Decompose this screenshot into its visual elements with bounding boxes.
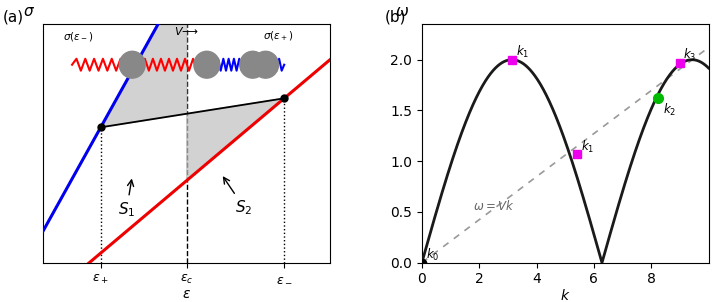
Text: $\omega = Vk$: $\omega = Vk$	[474, 199, 515, 213]
Text: $S_2$: $S_2$	[223, 177, 253, 217]
Ellipse shape	[252, 51, 278, 78]
Text: $\sigma(\varepsilon_-)$: $\sigma(\varepsilon_-)$	[62, 30, 93, 43]
Y-axis label: $\omega$: $\omega$	[395, 5, 408, 19]
Text: (b): (b)	[385, 10, 406, 25]
Text: $k_2$: $k_2$	[663, 101, 676, 117]
Ellipse shape	[119, 51, 145, 78]
X-axis label: $\varepsilon$: $\varepsilon$	[182, 287, 192, 301]
Text: $k_1$: $k_1$	[581, 139, 594, 155]
Text: (a): (a)	[3, 10, 25, 25]
Polygon shape	[100, 0, 187, 127]
Text: $S_1$: $S_1$	[118, 180, 135, 219]
Ellipse shape	[240, 51, 265, 78]
X-axis label: $k$: $k$	[560, 288, 570, 302]
Text: $V\!\longrightarrow$: $V\!\longrightarrow$	[174, 25, 200, 37]
Polygon shape	[187, 98, 284, 181]
Text: $\sigma(\varepsilon_+)$: $\sigma(\varepsilon_+)$	[263, 29, 294, 43]
Text: $k_0$: $k_0$	[426, 247, 440, 263]
Ellipse shape	[194, 51, 220, 78]
Text: $k_1$: $k_1$	[516, 43, 529, 60]
Y-axis label: $\sigma$: $\sigma$	[23, 5, 35, 19]
Text: $k_3$: $k_3$	[683, 47, 696, 63]
